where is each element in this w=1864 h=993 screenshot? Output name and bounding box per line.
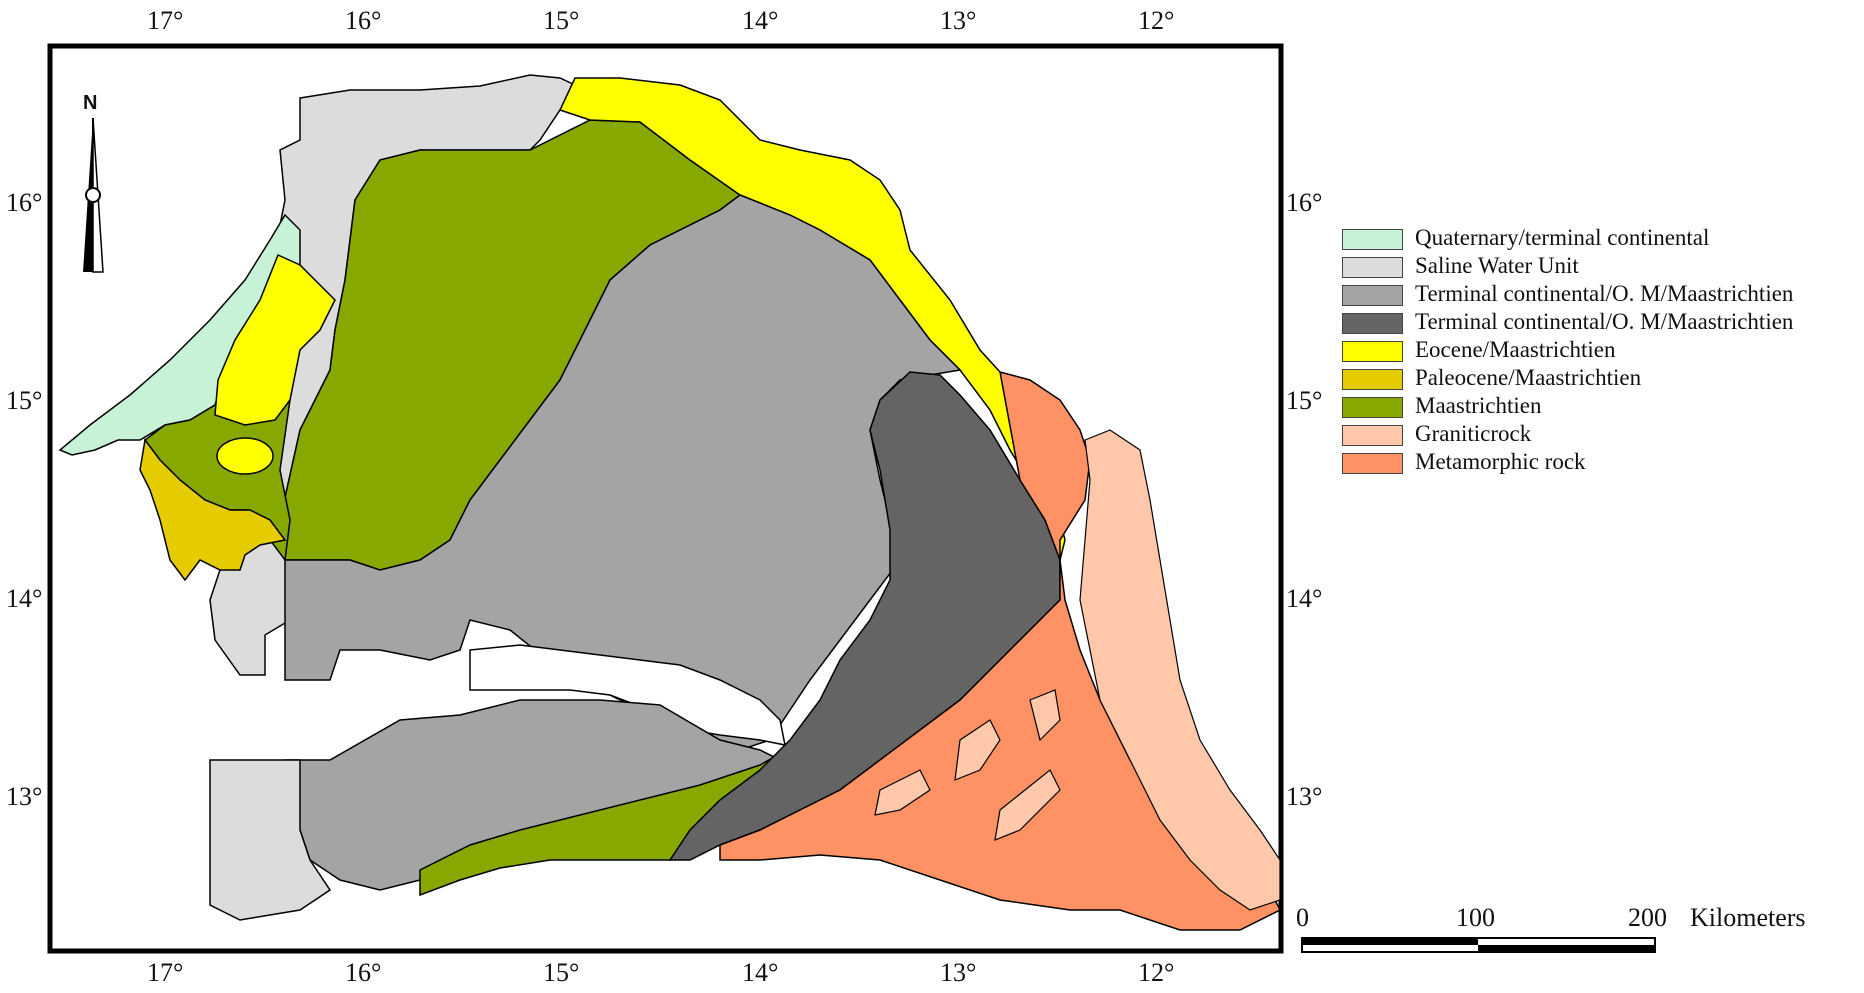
tick-right-13: 13°: [1286, 782, 1323, 811]
legend-label: Metamorphic rock: [1415, 449, 1586, 474]
tick-top-16: 16°: [345, 6, 382, 35]
legend-item: Graniticrock: [1342, 422, 1862, 446]
region-granitic-lens-3: [994, 769, 1061, 841]
legend-swatch: [1342, 369, 1403, 390]
region-saline-south: [209, 759, 332, 921]
region-eocene-lens: [216, 437, 274, 475]
north-label: N: [83, 92, 98, 114]
tick-right-16: 16°: [1286, 188, 1323, 217]
legend-swatch: [1342, 453, 1403, 474]
legend-swatch: [1342, 285, 1403, 306]
legend-item: Eocene/Maastrichtien: [1342, 338, 1862, 362]
tick-bottom-15: 15°: [543, 958, 580, 987]
legend-swatch: [1342, 341, 1403, 362]
tick-right-15: 15°: [1286, 386, 1323, 415]
legend-swatch: [1342, 425, 1403, 446]
region-granitic: [1079, 429, 1281, 911]
scale-label-200: 200: [1628, 903, 1667, 932]
legend-item: Paleocene/Maastrichtien: [1342, 366, 1862, 390]
legend-item: Maastrichtien: [1342, 394, 1862, 418]
legend-swatch: [1342, 229, 1403, 250]
region-eocene-west: [214, 253, 336, 426]
region-granitic-lens-2: [874, 769, 931, 816]
legend-item: Terminal continental/O. M/Maastrichtien: [1342, 310, 1862, 334]
legend-label: Quaternary/terminal continental: [1415, 225, 1710, 250]
scale-unit-label: Kilometers: [1690, 903, 1806, 932]
region-granitic-lens-4: [1029, 689, 1061, 742]
tick-bottom-16: 16°: [345, 958, 382, 987]
tick-bottom-13: 13°: [940, 958, 977, 987]
scale-label-0: 0: [1296, 903, 1309, 932]
tick-top-15: 15°: [543, 6, 580, 35]
tick-left-14: 14°: [6, 584, 43, 613]
region-paleocene: [139, 438, 287, 582]
tick-bottom-14: 14°: [742, 958, 779, 987]
legend-item: Terminal continental/O. M/Maastrichtien: [1342, 282, 1862, 306]
tick-left-16: 16°: [6, 188, 43, 217]
north-arrow-icon: [83, 117, 104, 273]
legend-label: Terminal continental/O. M/Maastrichtien: [1415, 309, 1794, 334]
legend-label: Eocene/Maastrichtien: [1415, 337, 1616, 362]
legend-swatch: [1342, 313, 1403, 334]
tick-left-15: 15°: [6, 386, 43, 415]
legend-label: Paleocene/Maastrichtien: [1415, 365, 1642, 390]
legend-swatch: [1342, 397, 1403, 418]
tick-left-13: 13°: [6, 782, 43, 811]
tick-bottom-12: 12°: [1138, 958, 1175, 987]
legend-label: Maastrichtien: [1415, 393, 1542, 418]
tick-top-17: 17°: [147, 6, 184, 35]
tick-top-12: 12°: [1138, 6, 1175, 35]
region-granitic-lens-1: [954, 719, 1001, 781]
tick-top-13: 13°: [940, 6, 977, 35]
scale-bar: [1301, 937, 1656, 953]
legend-item: Quaternary/terminal continental: [1342, 226, 1862, 250]
scale-label-100: 100: [1456, 903, 1495, 932]
legend-item: Metamorphic rock: [1342, 450, 1862, 474]
legend-label: Terminal continental/O. M/Maastrichtien: [1415, 281, 1794, 306]
tick-right-14: 14°: [1286, 584, 1323, 613]
region-metamorphic: [719, 370, 1282, 931]
tick-top-14: 14°: [742, 6, 779, 35]
tick-bottom-17: 17°: [147, 958, 184, 987]
legend-swatch: [1342, 257, 1403, 278]
legend-label: Graniticrock: [1415, 421, 1532, 446]
legend-item: Saline Water Unit: [1342, 254, 1862, 278]
legend-label: Saline Water Unit: [1415, 253, 1579, 278]
